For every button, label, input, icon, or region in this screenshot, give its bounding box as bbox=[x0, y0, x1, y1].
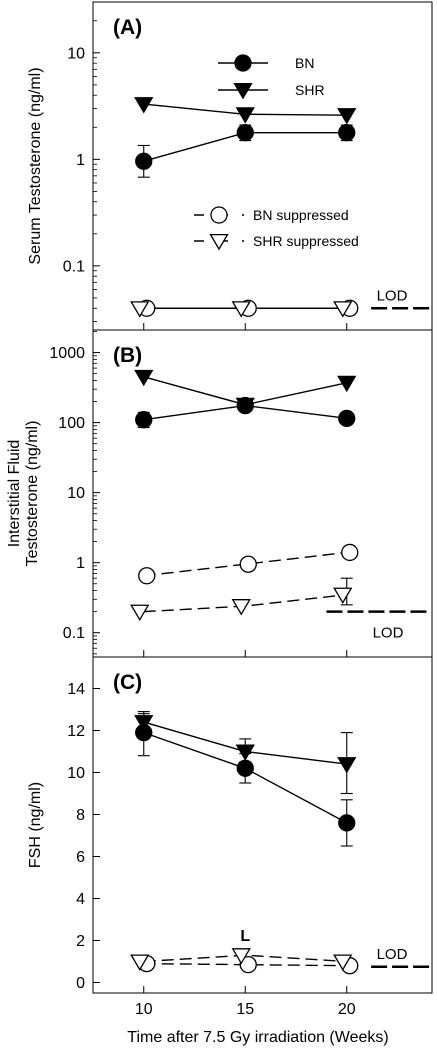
x-tick-label: 15 bbox=[236, 1001, 254, 1018]
y-tick-label: 8 bbox=[76, 807, 85, 824]
data-point bbox=[231, 948, 251, 965]
panel-a: 0.1 1 10 Serum Testosterone (ng/ml) (A) LOD BN… bbox=[27, 1, 433, 331]
data-point bbox=[337, 757, 357, 774]
data-point bbox=[235, 397, 255, 415]
data-point bbox=[130, 954, 150, 971]
y-axis-label: Interstitial FluidTestosterone (ng/ml) bbox=[6, 421, 41, 567]
data-point bbox=[333, 301, 353, 318]
data-point bbox=[236, 124, 254, 142]
legend-label: SHR bbox=[295, 82, 325, 98]
data-point bbox=[235, 744, 255, 761]
y-tick-label: 4 bbox=[76, 891, 85, 908]
series-shr-suppressed bbox=[143, 577, 353, 613]
legend-label: BN bbox=[295, 55, 314, 71]
data-point bbox=[338, 124, 356, 142]
y-axis-label-line: Testosterone (ng/ml) bbox=[24, 421, 41, 567]
data-point bbox=[337, 108, 357, 125]
data-point bbox=[134, 97, 154, 114]
legend: BN SHR BN suppressed SHR suppressed bbox=[194, 54, 359, 251]
y-axis-label: Serum Testosterone (ng/ml) bbox=[27, 67, 44, 264]
panel-label: (A) bbox=[113, 16, 142, 39]
y-axis-label: FSH (ng/ml) bbox=[27, 782, 44, 868]
panel-label: (C) bbox=[113, 671, 142, 694]
y-axis-label-line: Interstitial Fluid bbox=[6, 440, 23, 548]
data-point bbox=[239, 956, 257, 974]
data-point bbox=[130, 301, 150, 318]
y-tick-label: 2 bbox=[76, 933, 85, 950]
data-point bbox=[138, 567, 156, 585]
y-tick-label: 0 bbox=[76, 975, 85, 992]
data-point bbox=[338, 409, 356, 428]
lod-label: LOD bbox=[377, 946, 408, 963]
y-tick-label: 12 bbox=[67, 723, 85, 740]
panel-c: 0 2 4 6 8 10 12 14 10 15 20 FSH (ng/ml) (C) LOD L bbox=[27, 656, 433, 1018]
y-tick-label: 0.1 bbox=[63, 258, 85, 275]
data-point bbox=[235, 107, 255, 124]
y-tick-label: 10 bbox=[67, 765, 85, 782]
data-point bbox=[134, 369, 154, 387]
lod-label: LOD bbox=[377, 287, 408, 304]
plot-frame bbox=[92, 656, 433, 994]
legend-marker bbox=[234, 54, 252, 72]
y-tick-label: 1 bbox=[76, 152, 85, 169]
data-point bbox=[333, 954, 353, 971]
panel-label: (B) bbox=[113, 344, 142, 367]
lod-label: LOD bbox=[373, 625, 404, 642]
legend-label: SHR suppressed bbox=[253, 233, 359, 249]
data-point bbox=[338, 814, 356, 832]
legend-label: BN suppressed bbox=[253, 207, 349, 223]
y-tick-label: 6 bbox=[76, 849, 85, 866]
legend-marker bbox=[209, 233, 229, 251]
data-point bbox=[130, 604, 150, 621]
x-tick-label: 20 bbox=[338, 1001, 356, 1018]
data-point bbox=[135, 152, 153, 170]
y-tick-label: 10 bbox=[67, 485, 85, 502]
y-tick-label: 0.1 bbox=[63, 625, 85, 642]
series-bn-suppressed bbox=[143, 551, 347, 577]
series-bn bbox=[137, 713, 353, 847]
annotation: L bbox=[240, 928, 250, 945]
y-tick-label: 1 bbox=[76, 555, 85, 572]
legend-marker bbox=[210, 206, 228, 224]
x-tick-label: 10 bbox=[135, 1001, 153, 1018]
x-axis-label: Time after 7.5 Gy irradiation (Weeks) bbox=[127, 1029, 388, 1046]
legend-marker bbox=[233, 82, 253, 100]
data-point bbox=[231, 301, 251, 318]
data-point bbox=[337, 375, 357, 393]
data-point bbox=[134, 715, 154, 732]
panel-b: 0.1 1 10 100 1000 Interstitial FluidTestoster… bbox=[6, 329, 433, 658]
y-tick-label: 14 bbox=[67, 681, 85, 698]
data-point bbox=[135, 411, 153, 429]
y-tick-label: 100 bbox=[58, 415, 85, 432]
data-point bbox=[236, 759, 254, 777]
series-line bbox=[143, 551, 347, 577]
y-tick-label: 10 bbox=[67, 45, 85, 62]
data-point bbox=[231, 599, 251, 616]
data-point bbox=[333, 587, 353, 604]
y-tick-label: 1000 bbox=[49, 345, 85, 362]
data-point bbox=[239, 555, 257, 573]
data-point bbox=[341, 543, 359, 562]
